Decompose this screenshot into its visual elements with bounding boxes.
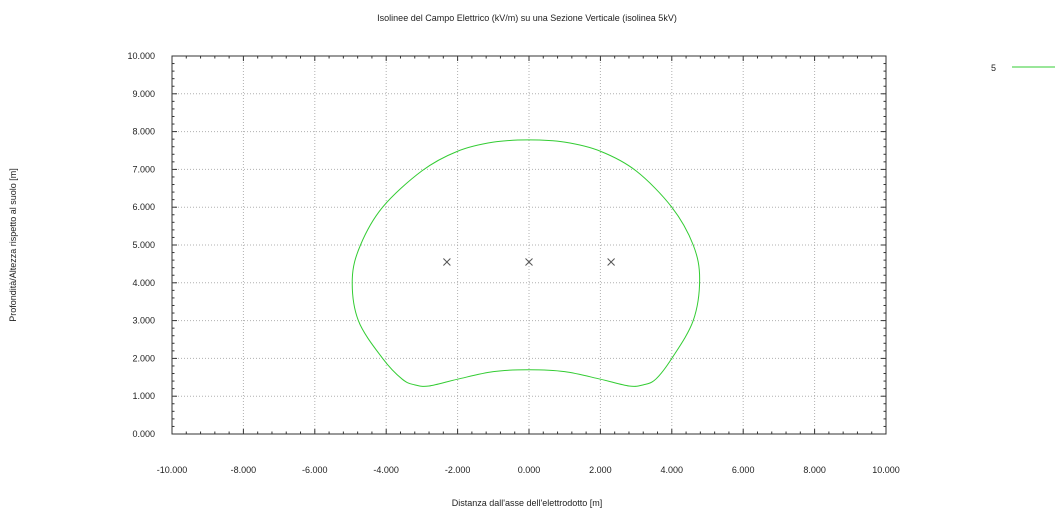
x-tick-label: 0.000 [518,465,541,475]
conductor-markers [443,258,615,266]
y-tick-label: 9.000 [132,89,155,99]
y-tick-label: 6.000 [132,202,155,212]
x-tick-label: 8.000 [803,465,826,475]
y-tick-label: 8.000 [132,127,155,137]
x-tick-label: -8.000 [231,465,257,475]
isoline-series-5 [351,139,701,387]
y-tick-label: 10.000 [127,51,155,61]
conductor-marker-3 [607,258,615,266]
legend-label: 5 [991,63,996,73]
x-tick-label: 2.000 [589,465,612,475]
minor-ticks [172,56,886,434]
conductor-marker-1 [443,258,451,266]
y-tick-label: 2.000 [132,353,155,363]
y-tick-label: 7.000 [132,164,155,174]
y-tick-label: 1.000 [132,391,155,401]
x-tick-label: 10.000 [872,465,900,475]
conductor-marker-2 [525,258,533,266]
x-tick-label: 4.000 [661,465,684,475]
y-axis-ticks: 0.000 1.000 2.000 3.000 4.000 5.000 6.000 7.000… [127,51,886,439]
x-axis-label: Distanza dall'asse dell'elettrodotto [m] [452,498,603,508]
y-tick-label: 4.000 [132,278,155,288]
series-layer [351,139,701,387]
x-tick-label: 6.000 [732,465,755,475]
x-tick-label: -6.000 [302,465,328,475]
y-tick-label: 3.000 [132,316,155,326]
y-tick-label: 5.000 [132,240,155,250]
grid-lines [172,56,886,434]
x-tick-label: -10.000 [157,465,188,475]
y-axis-label: Profondità/Altezza rispetto al suolo [m] [8,168,18,322]
x-tick-label: -4.000 [373,465,399,475]
x-tick-label: -2.000 [445,465,471,475]
legend: 5 [991,63,1055,73]
chart-title: Isolinee del Campo Elettrico (kV/m) su u… [377,13,677,23]
x-axis-ticks: -10.000 -8.000 -6.000 -4.000 -2.000 0.000 2.00… [157,56,900,475]
y-tick-label: 0.000 [132,429,155,439]
